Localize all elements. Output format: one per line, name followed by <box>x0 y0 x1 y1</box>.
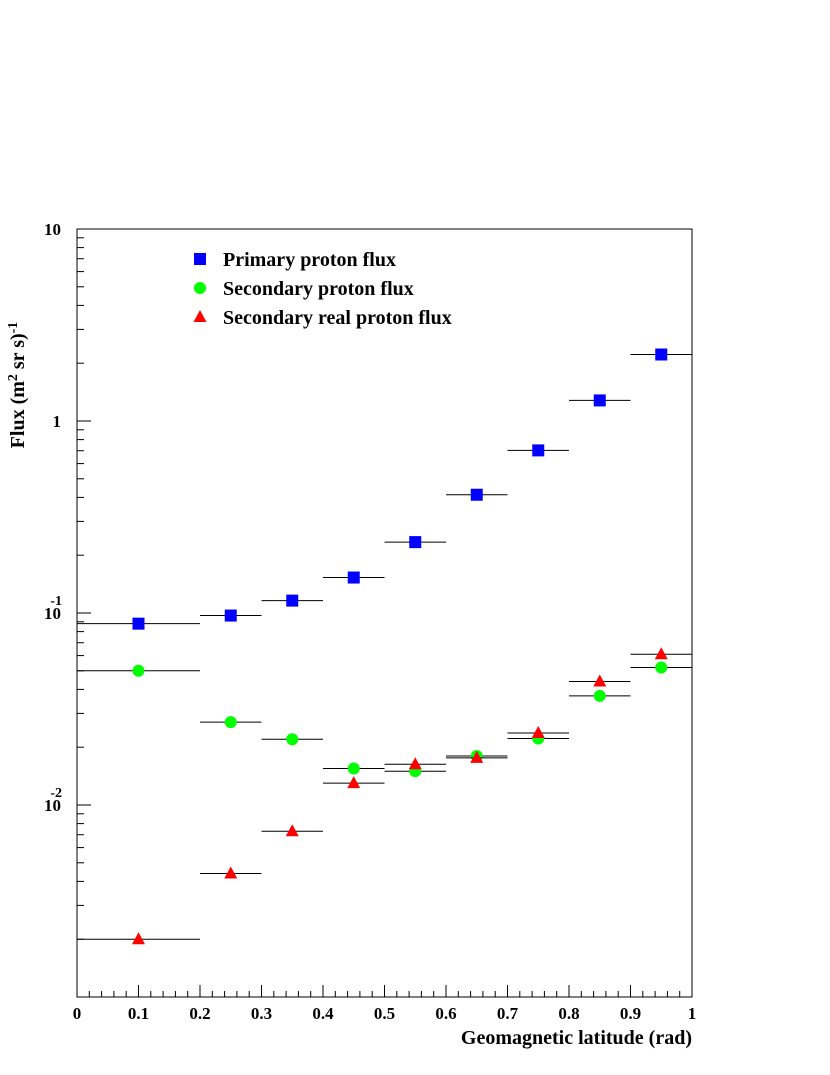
data-point-triangle <box>132 932 145 945</box>
y-title-text: Flux (m <box>7 381 29 449</box>
data-point-triangle <box>347 776 361 789</box>
y-tick-label: 10 <box>44 220 61 239</box>
data-point-triangle <box>531 726 545 739</box>
series-square <box>77 348 692 630</box>
x-tick-label: 0 <box>73 1004 82 1023</box>
y-title-superscript: 2 <box>6 374 21 381</box>
data-point-square <box>347 571 360 584</box>
x-tick-label: 1 <box>688 1004 697 1023</box>
legend-marker-square <box>194 253 206 265</box>
y-tick-base: 10 <box>44 796 61 815</box>
x-tick-label: 0.2 <box>189 1004 210 1023</box>
y-tick-label: 1 <box>53 412 62 431</box>
x-axis-ticks: 0 0.1 0.2 0.3 0.4 0.5 0.6 0.7 0.8 0.9 1 <box>73 985 697 1023</box>
data-point-square <box>409 536 422 549</box>
data-point-square <box>470 488 483 501</box>
data-point-square <box>532 444 545 457</box>
y-tick-base: 1 <box>53 412 62 431</box>
series-layer <box>77 348 692 945</box>
x-tick-label: 0.8 <box>558 1004 579 1023</box>
data-point-triangle <box>408 757 422 770</box>
legend-label: Secondary real proton flux <box>223 307 452 329</box>
x-tick-label: 0.7 <box>497 1004 519 1023</box>
y-axis-title: Flux (m2 sr s)-1 <box>6 322 30 449</box>
data-point-square <box>655 348 668 361</box>
data-point-square <box>132 617 145 630</box>
data-point-triangle <box>654 647 668 660</box>
legend-label: Secondary proton flux <box>223 278 414 300</box>
legend-marker-circle <box>194 282 206 294</box>
y-tick-label: 10-2 <box>44 786 62 815</box>
y-title-superscript: -1 <box>6 322 21 334</box>
y-tick-base: 10 <box>44 604 61 623</box>
plot-frame <box>76 228 693 998</box>
y-tick-exponent: -1 <box>50 594 62 609</box>
legend-label: Primary proton flux <box>223 249 396 271</box>
x-tick-label: 0.5 <box>374 1004 395 1023</box>
data-point-square <box>224 609 237 622</box>
y-title-text: sr s) <box>7 333 29 374</box>
data-point-square <box>286 594 299 607</box>
x-tick-label: 0.9 <box>620 1004 641 1023</box>
data-point-circle <box>286 733 299 746</box>
data-point-square <box>593 394 606 407</box>
data-point-circle <box>224 716 237 729</box>
data-point-triangle <box>285 824 299 837</box>
data-point-circle <box>347 762 360 775</box>
data-point-circle <box>655 661 668 674</box>
y-tick-exponent: -2 <box>50 786 62 801</box>
series-triangle <box>77 647 692 945</box>
x-tick-label: 0.3 <box>251 1004 272 1023</box>
legend-marker-triangle <box>193 310 207 322</box>
data-point-triangle <box>470 750 484 763</box>
x-tick-label: 0.1 <box>128 1004 149 1023</box>
data-point-circle <box>593 689 606 702</box>
x-tick-label: 0.6 <box>435 1004 456 1023</box>
y-tick-base: 10 <box>44 220 61 239</box>
x-tick-label: 0.4 <box>312 1004 334 1023</box>
legend: Primary proton flux Secondary proton flux… <box>193 249 452 329</box>
data-point-triangle <box>593 674 607 687</box>
data-point-circle <box>132 664 145 677</box>
x-axis-title: Geomagnetic latitude (rad) <box>461 1027 692 1049</box>
data-point-triangle <box>224 866 238 879</box>
y-tick-label: 10-1 <box>44 594 62 623</box>
